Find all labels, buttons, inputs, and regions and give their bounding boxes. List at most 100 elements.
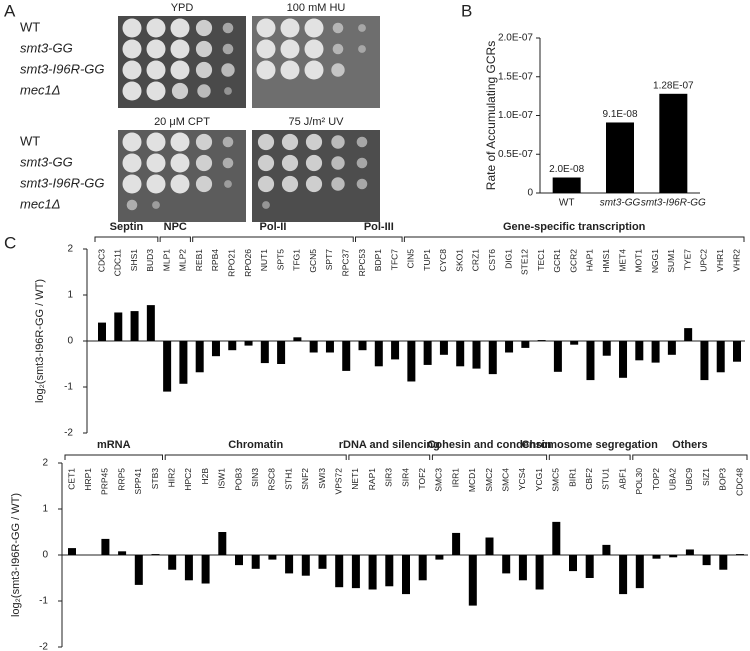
bar [635,555,644,589]
panel-label: B [461,1,472,20]
spot [221,63,235,77]
bar [168,555,177,570]
gene-label: PRP45 [100,468,110,495]
group-bracket [64,454,163,460]
spot [331,177,345,191]
bar [134,555,143,585]
group-label: Pol-III [364,221,394,233]
bar [146,305,155,341]
bar [402,555,410,595]
bar [418,555,427,581]
gene-label: RAP1 [367,468,377,490]
spot [195,40,213,58]
panel-label: C [4,233,16,252]
spot [146,81,166,101]
x-tick-label: smt3-I96R-GG [641,198,706,209]
spot [305,175,323,193]
strain-label: WT [20,133,40,148]
gene-label: STH1 [283,468,293,490]
gene-label: SPT7 [324,249,334,271]
bar [719,555,728,570]
bar [452,532,461,555]
bar [277,341,286,364]
gene-label: SIR3 [384,468,394,487]
spot [146,174,166,194]
y-tick-label: 0 [42,550,48,561]
spot [195,154,213,172]
spot [304,39,324,59]
bar [602,544,611,555]
bar [606,122,634,193]
bar [652,555,661,559]
gene-label: NET1 [350,468,360,490]
bar [407,341,416,382]
spot [358,24,366,32]
bar [184,555,193,581]
group-bracket [355,236,403,242]
bar [285,555,294,574]
gene-label: CST6 [487,249,497,271]
bar [439,341,448,355]
bar [211,341,220,357]
bar [552,521,561,555]
spot [122,18,142,38]
spot [126,199,138,211]
y-tick-label: 1.0E-07 [498,110,533,121]
spot [224,87,232,95]
y-axis-label: log₂(smt3-I96R-GG / WT) [10,493,22,617]
bar [435,555,444,560]
spot [146,153,166,173]
gene-label: RPO21 [227,249,237,277]
spot [170,153,190,173]
spot [222,22,234,34]
bar [518,555,527,581]
bar [485,537,494,555]
gene-label: RPC37 [340,249,350,277]
spot [257,133,275,151]
spot [332,22,344,34]
spot [224,180,232,188]
y-tick-label: 0 [67,336,73,347]
bar [114,312,123,341]
condition-label: YPD [171,2,194,14]
group-bracket [431,454,548,460]
bar [244,341,253,346]
x-tick-label: WT [559,198,575,209]
gene-label: CIN5 [406,249,416,269]
y-tick-label: -2 [39,642,48,651]
strain-label: mec1Δ [20,196,61,211]
strain-label: WT [20,19,40,34]
bar [251,555,260,569]
bar [716,341,725,373]
bar [521,341,530,348]
strain-label: mec1Δ [20,82,61,97]
gene-label: RRP5 [116,468,126,491]
gene-label: RPO26 [243,249,253,277]
group-bracket [159,236,191,242]
gene-label: TOF2 [417,468,427,490]
value-label: 1.28E-07 [653,80,694,91]
gene-label: GCR2 [568,249,578,273]
bar [423,341,432,365]
gene-label: ABF1 [617,468,627,490]
gene-label: SIN3 [250,468,260,487]
strain-label: smt3-I96R-GG [20,61,105,76]
spot [222,136,234,148]
bar [368,555,377,590]
bar [502,555,511,574]
condition-label: 100 mM HU [287,2,346,14]
bar [472,341,481,369]
group-bracket [348,454,431,460]
bar [342,341,351,371]
gene-label: SPP41 [133,468,143,495]
bar [736,554,744,555]
x-tick-label: smt3-GG [600,198,641,209]
bar [235,555,243,566]
gene-label: HIR2 [166,468,176,488]
y-axis-label: log₂(smt3-I96R-GG / WT) [34,279,46,403]
gene-label: UBC9 [684,468,694,491]
gene-label: CDC48 [734,468,744,496]
bar [569,555,577,572]
spot [305,154,323,172]
gene-label: IRR1 [450,468,460,488]
